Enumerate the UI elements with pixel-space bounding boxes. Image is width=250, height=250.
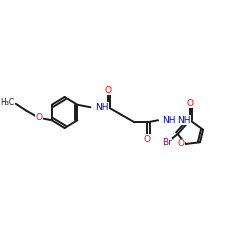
Text: O: O [144,134,151,143]
Text: Br: Br [162,138,172,147]
Text: H₃C: H₃C [0,98,14,107]
Text: O: O [105,86,112,95]
Text: O: O [178,140,184,148]
Text: NH: NH [177,116,190,125]
Text: O: O [186,99,194,108]
Text: O: O [35,113,42,122]
Text: NH: NH [95,103,108,112]
Text: NH: NH [162,116,176,125]
